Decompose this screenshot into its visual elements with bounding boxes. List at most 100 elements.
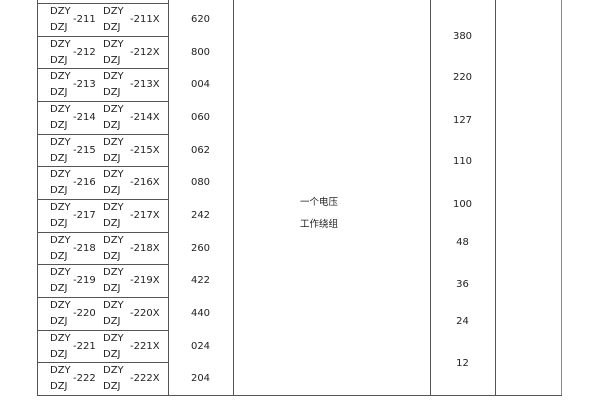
model-x-number: -222X: [130, 373, 160, 384]
column-divider: [430, 0, 431, 396]
column-divider: [168, 0, 169, 396]
prefix2-top: DZY: [103, 333, 124, 344]
prefix2-top: DZY: [103, 169, 124, 180]
model-number: -218: [73, 243, 96, 254]
table-border: [37, 0, 38, 396]
prefix2-top: DZY: [103, 39, 124, 50]
table-row: DZY DZJ -213 DZY DZJ -213X 004: [37, 68, 233, 100]
prefix2-bottom: DZJ: [103, 251, 121, 262]
prefix2-top: DZY: [103, 267, 124, 278]
prefix-bottom: DZJ: [50, 55, 68, 66]
code-value: 440: [190, 308, 211, 319]
row-divider: [37, 330, 169, 331]
table-row: DZY DZJ -218 DZY DZJ -218X 260: [37, 232, 233, 264]
voltage-value: 220: [452, 72, 473, 83]
code-value: 080: [190, 177, 211, 188]
description-line1: 一个电压: [300, 197, 339, 208]
prefix-bottom: DZJ: [50, 251, 68, 262]
code-value: 260: [190, 243, 211, 254]
prefix2-top: DZY: [103, 365, 124, 376]
prefix-top: DZY: [50, 39, 71, 50]
prefix2-top: DZY: [103, 235, 124, 246]
prefix-bottom: DZJ: [50, 349, 68, 360]
prefix-bottom: DZJ: [50, 22, 68, 33]
model-number: -219: [73, 275, 96, 286]
row-divider: [37, 362, 169, 363]
code-value: 620: [190, 14, 211, 25]
code-value: 800: [190, 47, 211, 58]
row-divider: [37, 134, 169, 135]
prefix-bottom: DZJ: [50, 120, 68, 131]
model-number: -212: [73, 47, 96, 58]
prefix-bottom: DZJ: [50, 185, 68, 196]
voltage-value: 36: [456, 279, 469, 290]
voltage-value: 100: [452, 199, 473, 210]
prefix-bottom: DZJ: [50, 218, 68, 229]
prefix-top: DZY: [50, 202, 71, 213]
model-x-number: -220X: [130, 308, 160, 319]
voltage-value: 24: [456, 316, 469, 327]
table-row: DZY DZJ -222 DZY DZJ -222X 204: [37, 362, 233, 394]
row-divider: [37, 68, 169, 69]
prefix-top: DZY: [50, 104, 71, 115]
row-divider: [37, 166, 169, 167]
model-x-number: -215X: [130, 145, 160, 156]
table-row: DZY DZJ -215 DZY DZJ -215X 062: [37, 134, 233, 166]
prefix2-bottom: DZJ: [103, 153, 121, 164]
prefix-bottom: DZJ: [50, 153, 68, 164]
code-value: 242: [190, 210, 211, 221]
prefix2-bottom: DZJ: [103, 349, 121, 360]
voltage-value: 127: [452, 115, 473, 126]
table-row: DZY DZJ -212 DZY DZJ -212X 800: [37, 36, 233, 68]
prefix2-bottom: DZJ: [103, 22, 121, 33]
model-x-number: -214X: [130, 112, 160, 123]
prefix-bottom: DZJ: [50, 283, 68, 294]
prefix2-bottom: DZJ: [103, 283, 121, 294]
table-row: DZY DZJ -216 DZY DZJ -216X 080: [37, 166, 233, 198]
prefix2-top: DZY: [103, 6, 124, 17]
prefix2-bottom: DZJ: [103, 218, 121, 229]
model-x-number: -217X: [130, 210, 160, 221]
row-divider: [37, 199, 169, 200]
prefix-bottom: DZJ: [50, 316, 68, 327]
table-border: [37, 395, 562, 396]
description-line2: 工作绕组: [300, 219, 339, 230]
column-divider: [233, 0, 234, 396]
prefix-top: DZY: [50, 137, 71, 148]
row-divider: [37, 3, 169, 4]
prefix2-top: DZY: [103, 137, 124, 148]
voltage-value: 380: [452, 31, 473, 42]
table-row: DZY DZJ -217 DZY DZJ -217X 242: [37, 199, 233, 231]
code-value: 060: [190, 112, 211, 123]
row-divider: [37, 264, 169, 265]
model-number: -221: [73, 341, 96, 352]
column-divider: [495, 0, 496, 396]
model-number: -222: [73, 373, 96, 384]
code-value: 062: [190, 145, 211, 156]
code-value: 204: [190, 373, 211, 384]
prefix2-top: DZY: [103, 104, 124, 115]
prefix-top: DZY: [50, 365, 71, 376]
prefix2-bottom: DZJ: [103, 87, 121, 98]
prefix2-top: DZY: [103, 300, 124, 311]
prefix2-bottom: DZJ: [103, 120, 121, 131]
prefix-top: DZY: [50, 300, 71, 311]
prefix-top: DZY: [50, 267, 71, 278]
prefix2-top: DZY: [103, 202, 124, 213]
row-divider: [37, 232, 169, 233]
model-x-number: -212X: [130, 47, 160, 58]
prefix-top: DZY: [50, 6, 71, 17]
prefix-top: DZY: [50, 333, 71, 344]
prefix-bottom: DZJ: [50, 87, 68, 98]
table-row: DZY DZJ -220 DZY DZJ -220X 440: [37, 297, 233, 329]
prefix2-top: DZY: [103, 71, 124, 82]
prefix-bottom: DZJ: [50, 381, 68, 392]
row-divider: [37, 36, 169, 37]
model-x-number: -213X: [130, 79, 160, 90]
model-number: -214: [73, 112, 96, 123]
model-number: -216: [73, 177, 96, 188]
voltage-value: 48: [456, 237, 469, 248]
model-number: -215: [73, 145, 96, 156]
prefix2-bottom: DZJ: [103, 316, 121, 327]
model-x-number: -211X: [130, 14, 160, 25]
